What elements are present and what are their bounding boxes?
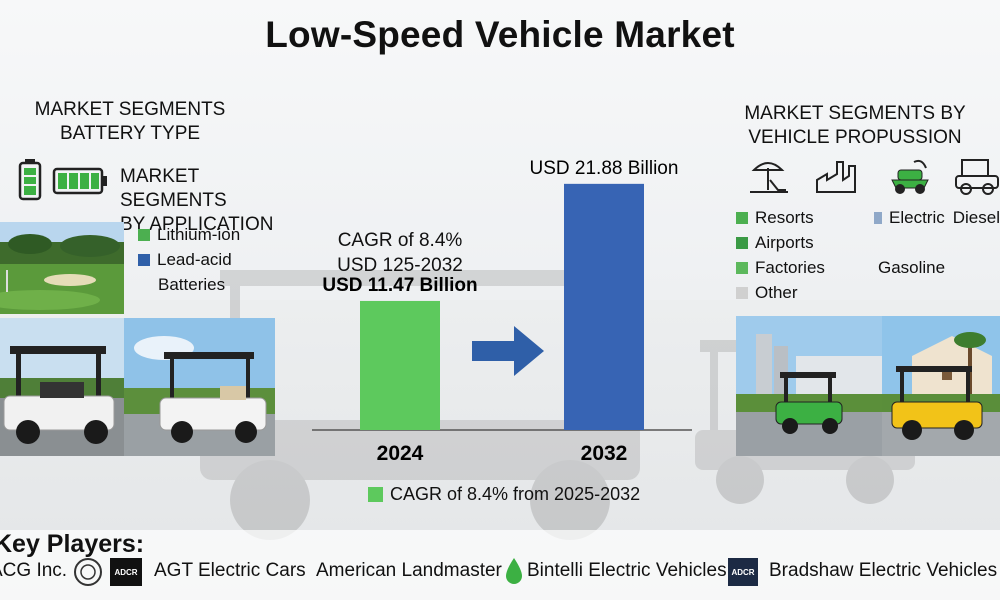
legend-swatch <box>138 228 150 241</box>
legend-label-gasoline: Gasoline <box>878 258 946 277</box>
electric-cart-icon <box>891 159 929 194</box>
legend-swatch <box>736 286 748 299</box>
battery-horizontal-icon <box>52 167 107 195</box>
legend-swatch <box>874 211 883 224</box>
battery-legend: Lithium-ion Lead-acid Batteries <box>138 222 240 297</box>
background-sky <box>0 0 1000 300</box>
market-size-bar-chart: USD 11.47 Billion 2024 USD 21.88 Billion 20… <box>312 158 692 465</box>
battery-heading-line2: BATTERY TYPE <box>59 123 201 144</box>
cart-photo-left-1 <box>0 318 124 456</box>
legend-swatch <box>736 236 748 249</box>
cart-photo-right-1 <box>736 316 882 456</box>
legend-swatch <box>736 261 748 274</box>
legend-item-electric-diesel: Electric Diesel <box>874 205 1000 230</box>
chart-legend-label: CAGR of 8.4% from 2025-2032 <box>390 484 641 504</box>
growth-arrow-icon <box>472 326 544 376</box>
application-heading: MARKET SEGMENTS BY APPLICATION <box>120 165 290 237</box>
key-player-bintelli: Bintelli Electric Vehicles <box>527 560 727 581</box>
bar-2024 <box>360 300 440 430</box>
application-heading-line1: MARKET SEGMENTS <box>120 166 227 211</box>
propulsion-heading-line2: VEHICLE PROPUSSION <box>748 127 962 148</box>
legend-item-factories: Factories <box>736 255 825 280</box>
chart-legend: CAGR of 8.4% from 2025-2032 <box>368 484 640 505</box>
legend-swatch <box>138 253 150 266</box>
application-legend: Resorts Airports Factories Other <box>736 205 825 305</box>
propulsion-heading: MARKET SEGMENTS BY VEHICLE PROPUSSION <box>740 102 970 150</box>
key-player-bradshaw: Bradshaw Electric Vehicles <box>769 560 998 581</box>
x-tick-label-2032: 2032 <box>581 442 628 465</box>
background-cart-silhouette <box>200 270 640 540</box>
x-tick-label-2024: 2024 <box>377 442 424 465</box>
legend-label: Batteries <box>158 275 226 294</box>
cagr-note-line1: CAGR of 8.4% <box>337 230 463 251</box>
legend-label-diesel: Diesel <box>952 208 1000 227</box>
legend-label: Lead-acid <box>157 250 232 269</box>
golf-course-photo <box>0 222 124 314</box>
cagr-note: CAGR of 8.4% USD 125-2032 <box>330 228 470 278</box>
utility-vehicle-icon <box>955 159 999 195</box>
adcr-logo-icon: ADCR <box>110 558 142 586</box>
cart-photo-right-2 <box>882 316 1000 456</box>
bar-value-label-2024: USD 11.47 Billion <box>322 275 477 296</box>
key-player-american-landmaster: American Landmaster <box>316 560 502 581</box>
legend-label: Resorts <box>755 208 814 227</box>
application-heading-line2: BY APPLICATION <box>120 214 274 235</box>
cart-photo-left-2 <box>124 318 275 456</box>
key-players-title: Key Players: <box>0 530 145 558</box>
chart-legend-swatch <box>368 487 383 502</box>
battery-type-heading: MARKET SEGMENTS BATTERY TYPE <box>20 98 240 146</box>
propulsion-legend: Electric Diesel <box>874 205 1000 230</box>
legend-label: Other <box>755 283 798 302</box>
legend-item-lead-acid: Lead-acid <box>138 247 240 272</box>
key-players-bar <box>0 530 1000 600</box>
page-title: Low-Speed Vehicle Market <box>265 14 735 55</box>
resort-umbrella-icon <box>750 162 788 193</box>
adcr-logo-icon-2: ADCR <box>728 558 758 586</box>
propulsion-heading-line1: MARKET SEGMENTS BY <box>744 103 966 124</box>
key-player-agt: AGT Electric Cars <box>154 560 306 581</box>
legend-item-resorts: Resorts <box>736 205 825 230</box>
drop-icon <box>506 558 522 584</box>
cagr-note-line2: USD 125-2032 <box>337 255 463 276</box>
legend-item-other: Other <box>736 280 825 305</box>
legend-label-electric: Electric <box>889 208 945 227</box>
legend-item-batteries: Batteries <box>138 272 240 297</box>
legend-item-lithium-ion: Lithium-ion <box>138 222 240 247</box>
legend-label: Factories <box>755 258 825 277</box>
bar-2032 <box>564 183 644 430</box>
battery-vertical-icon <box>18 159 42 201</box>
seal-logo-icon <box>74 558 102 586</box>
factory-icon <box>816 161 856 193</box>
key-player-acg: ACG Inc. <box>0 560 68 581</box>
legend-label: Lithium-ion <box>157 225 241 244</box>
battery-heading-line1: MARKET SEGMENTS <box>34 99 226 120</box>
legend-item-airports: Airports <box>736 230 825 255</box>
legend-swatch <box>736 211 748 224</box>
legend-label: Airports <box>755 233 814 252</box>
bar-value-label-2032: USD 21.88 Billion <box>530 158 679 179</box>
